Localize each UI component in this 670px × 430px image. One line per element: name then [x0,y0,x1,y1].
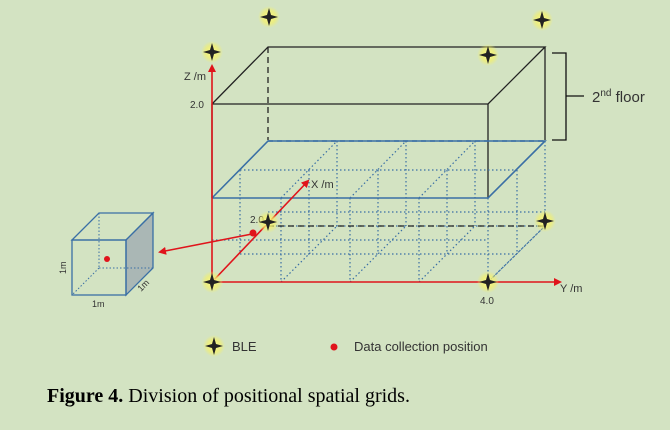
axes [158,64,562,286]
ble-icon [201,41,223,63]
caption-text: Division of positional spatial grids. [123,385,410,407]
y-axis-tick: 4.0 [480,296,494,307]
unit-cube [70,211,155,297]
ble-icon [257,211,279,233]
legend-data-point-icon [330,343,338,351]
ble-beacons [201,6,556,293]
cube-label-bottom: 1m [92,299,105,309]
x-axis [211,179,310,283]
ble-icon [258,6,280,28]
cube-data-point [104,256,110,262]
ble-icon [531,9,553,31]
legend-ble-icon [203,335,225,357]
caption-prefix: Figure 4. [47,385,123,407]
legend-ble-label: BLE [232,339,257,354]
z-axis-tick: 2.0 [190,100,204,111]
figure-caption: Figure 4. Division of positional spatial… [47,385,410,407]
z-axis-label: Z /m [184,71,206,83]
legend: BLE Data collection position [203,335,488,357]
floor-label: 2nd floor [592,88,645,106]
cube-label-left: 1m [58,261,68,274]
cube-pointer-arrow [158,233,253,255]
ble-icon [477,271,499,293]
legend-data-label: Data collection position [354,339,488,354]
ble-icon [534,210,556,232]
lower-grid [211,140,547,283]
floor-bracket [552,52,584,141]
ble-icon [201,271,223,293]
grid-data-point [249,229,257,237]
ble-icon [477,44,499,66]
x-axis-label: X /m [311,179,334,191]
y-axis-label: Y /m [560,283,582,295]
